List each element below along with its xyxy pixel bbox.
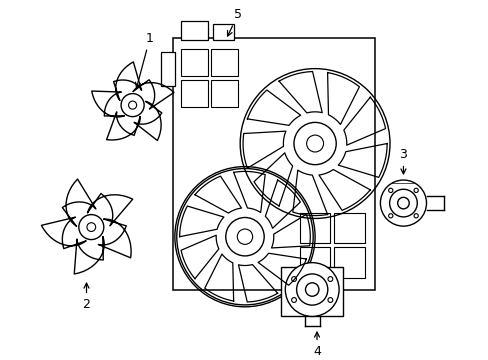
- Bar: [173, 38, 374, 289]
- Circle shape: [388, 188, 392, 193]
- Bar: [211, 49, 238, 76]
- Circle shape: [327, 276, 332, 282]
- Circle shape: [413, 188, 417, 193]
- Bar: [180, 49, 207, 76]
- Text: 3: 3: [399, 148, 407, 174]
- Bar: [334, 247, 364, 278]
- Bar: [211, 80, 238, 107]
- Circle shape: [291, 276, 296, 282]
- Circle shape: [380, 180, 426, 226]
- Circle shape: [413, 214, 417, 218]
- Circle shape: [388, 214, 392, 218]
- Bar: [299, 247, 330, 278]
- Circle shape: [79, 215, 103, 240]
- Text: 1: 1: [135, 32, 154, 87]
- Bar: [281, 267, 342, 316]
- Text: 4: 4: [312, 332, 320, 358]
- Bar: [213, 24, 234, 40]
- Circle shape: [225, 217, 264, 256]
- Circle shape: [285, 263, 338, 316]
- Bar: [299, 213, 330, 243]
- Bar: [180, 80, 207, 107]
- Bar: [334, 213, 364, 243]
- Text: 2: 2: [82, 283, 90, 311]
- Circle shape: [293, 122, 336, 165]
- Circle shape: [121, 94, 144, 117]
- Circle shape: [327, 298, 332, 302]
- Circle shape: [291, 298, 296, 302]
- Bar: [161, 52, 175, 86]
- Text: 5: 5: [227, 8, 242, 36]
- Bar: [180, 21, 207, 40]
